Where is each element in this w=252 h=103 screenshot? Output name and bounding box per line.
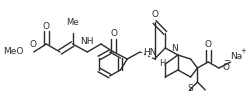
Text: O: O (205, 39, 212, 49)
Text: O: O (151, 9, 158, 19)
Text: O: O (223, 64, 230, 73)
Text: Me: Me (67, 18, 79, 27)
Text: O: O (29, 39, 36, 49)
Text: O: O (110, 29, 117, 37)
Text: Na: Na (231, 52, 243, 60)
Text: O: O (43, 22, 50, 30)
Text: NH: NH (81, 37, 94, 46)
Text: +: + (240, 48, 246, 54)
Text: H: H (159, 60, 165, 68)
Text: −: − (223, 57, 229, 66)
Text: HN: HN (143, 47, 156, 57)
Text: N: N (171, 43, 178, 53)
Text: MeO: MeO (4, 46, 24, 56)
Text: S: S (188, 84, 194, 93)
